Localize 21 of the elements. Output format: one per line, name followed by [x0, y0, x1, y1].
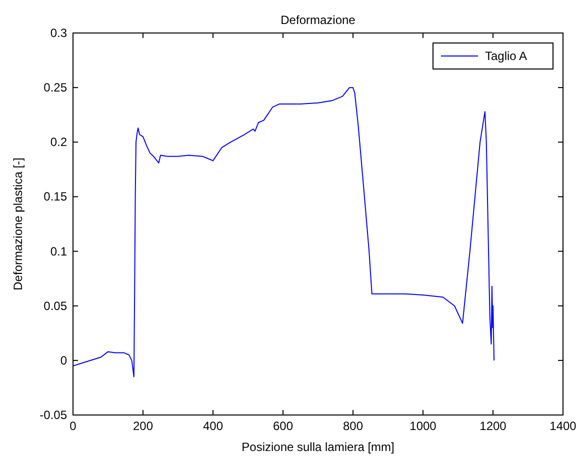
legend-label: Taglio A: [485, 49, 528, 63]
x-tick-label: 800: [342, 419, 364, 433]
x-tick-label: 600: [272, 419, 294, 433]
chart-title: Deformazione: [280, 13, 356, 27]
y-tick-label: 0.3: [50, 26, 68, 40]
line-series: [73, 87, 495, 378]
y-tick-label: -0.05: [40, 408, 68, 422]
y-tick-label: 0.2: [50, 135, 68, 150]
x-tick-label: 200: [132, 419, 154, 433]
y-tick-label: 0.15: [44, 190, 68, 204]
y-tick-label: 0.1: [50, 244, 68, 258]
x-axis-title: Posizione sulla lamiera [mm]: [242, 440, 394, 454]
x-tick-label: 0: [70, 419, 77, 433]
x-tick-label: 1200: [480, 419, 507, 433]
y-tick-label: 0: [60, 353, 68, 368]
y-axis-title: Deformazione plastica [-]: [11, 158, 25, 290]
y-tick-label: 0.05: [44, 298, 68, 313]
x-tick-label: 400: [202, 419, 224, 433]
y-tick-label: 0.25: [44, 80, 68, 95]
x-tick-label: 1000: [410, 419, 437, 433]
x-tick-label: 1400: [550, 419, 577, 433]
